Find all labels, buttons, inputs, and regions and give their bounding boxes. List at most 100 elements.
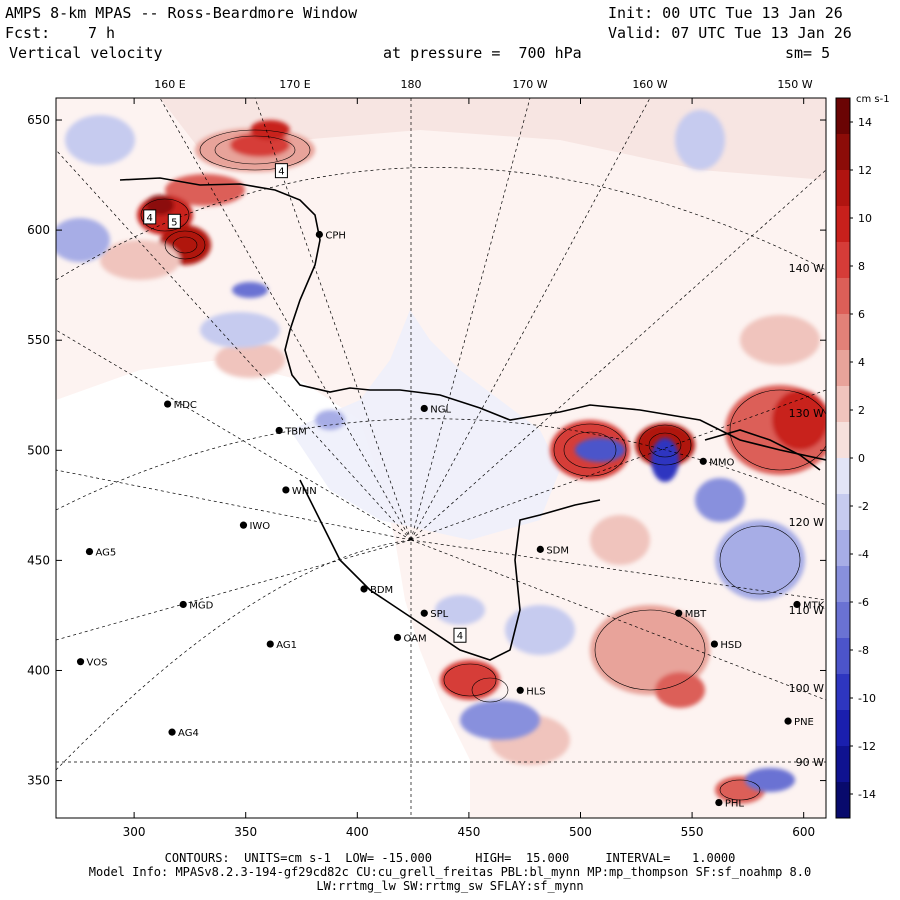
- colorbar-segment: [836, 314, 850, 350]
- x-tick-label: 500: [569, 825, 592, 839]
- station-label: SDM: [546, 545, 569, 556]
- colorbar-label: -8: [858, 644, 869, 657]
- lon-label-right: 90 W: [796, 756, 824, 769]
- x-tick-label: 350: [234, 825, 257, 839]
- lon-label-right: 100 W: [789, 682, 824, 695]
- init-time: Init: 00 UTC Tue 13 Jan 26: [608, 4, 843, 22]
- lon-label-top: 160 W: [632, 78, 667, 91]
- station-marker: [420, 609, 428, 617]
- lon-label-top: 170 W: [512, 78, 547, 91]
- lon-label-right: 110 W: [789, 604, 824, 617]
- colorbar-segment: [836, 566, 850, 602]
- ocean-tint-north: [160, 98, 826, 180]
- station-label: OAM: [403, 633, 426, 644]
- lon-label-top: 180: [401, 78, 422, 91]
- colorbar-segment: [836, 782, 850, 818]
- lon-label-top: 160 E: [154, 78, 185, 91]
- colorbar-segment: [836, 638, 850, 674]
- contour-lines: [140, 129, 826, 801]
- colorbar-label: 8: [858, 260, 865, 273]
- station-label: NGL: [430, 404, 451, 415]
- station-marker: [179, 600, 187, 609]
- pressure-level: at pressure = 700 hPa: [383, 44, 582, 62]
- station-label: WHN: [292, 486, 317, 497]
- colorbar-label: -4: [858, 548, 869, 561]
- lon-label-right: 120 W: [789, 516, 824, 529]
- colorbar-segment: [836, 602, 850, 638]
- y-tick-label: 500: [27, 443, 50, 457]
- station-marker: [710, 640, 719, 648]
- y-tick-label: 350: [27, 774, 50, 788]
- colorbar-label: -6: [858, 596, 869, 609]
- station-marker: [793, 600, 801, 609]
- fcst-label: Fcst:: [5, 24, 51, 42]
- colorbar-segment: [836, 242, 850, 278]
- station-marker: [282, 486, 290, 494]
- y-tick-label: 600: [27, 223, 50, 237]
- colorbar-segment: [836, 278, 850, 314]
- station-label: MGD: [189, 600, 213, 611]
- colorbar-segment: [836, 350, 850, 386]
- max-marker-label: 4: [457, 631, 463, 642]
- station-label: MDC: [174, 400, 197, 411]
- colorbar-label: 0: [858, 452, 865, 465]
- station-label: AG1: [276, 640, 297, 651]
- station-label: MTK: [803, 600, 825, 611]
- colorbar-label: 12: [858, 164, 872, 177]
- station-marker: [163, 400, 172, 408]
- station-marker: [675, 609, 683, 617]
- colorbar-segment: [836, 458, 850, 494]
- colorbar-segment: [836, 98, 850, 134]
- station-marker: [275, 426, 283, 435]
- field-layer: CPH MDC NGL TBM WHN IWO AG5 SDM BDM MGD SPL MTK MBT O…: [56, 98, 826, 818]
- valid-time: Valid: 07 UTC Tue 13 Jan 26: [608, 24, 852, 42]
- max-marker-box: [453, 627, 467, 643]
- model-info-2: LW:rrtmg_lw SW:rrtmg_sw SFLAY:sf_mynn: [316, 879, 584, 893]
- map-title: AMPS 8-km MPAS -- Ross-Beardmore Window: [5, 4, 358, 22]
- lon-label-right: 130 W: [789, 407, 824, 420]
- station-layer: CPH MDC NGL TBM WHN IWO AG5 SDM BDM MGD SPL MTK MBT O…: [76, 230, 825, 810]
- y-axis: 350 400 450 500 550 600 650: [27, 113, 826, 788]
- station-marker: [699, 457, 707, 465]
- station-marker: [76, 658, 85, 666]
- station-marker: [315, 230, 323, 239]
- station-marker: [536, 545, 544, 553]
- colorbar-segment: [836, 674, 850, 710]
- max-marker-label: 5: [171, 217, 177, 228]
- station-label: PHL: [725, 799, 745, 810]
- model-info: Model Info: MPASv8.2.3-194-gf29cd82c CU:…: [88, 865, 812, 879]
- max-marker-label: 4: [278, 167, 284, 178]
- colorbar-segment: [836, 422, 850, 458]
- station-marker: [85, 547, 94, 556]
- station-label: CPH: [325, 231, 346, 242]
- coastline: [119, 177, 826, 661]
- station-label: PNE: [794, 717, 814, 728]
- station-marker: [516, 686, 524, 694]
- max-marker-box: [167, 213, 181, 229]
- station-label: MMO: [709, 457, 734, 468]
- x-tick-label: 400: [346, 825, 369, 839]
- station-label: AG4: [178, 728, 199, 739]
- colorbar: 14 12 10 8 6 4 2 0 -2 -4 -6 -8 -10 -12 -14: [835, 97, 876, 819]
- longitude-labels-right: 140 W 130 W 120 W 110 W 100 W 90 W: [789, 262, 824, 769]
- station-label: VOS: [87, 658, 108, 669]
- x-tick-label: 550: [681, 825, 704, 839]
- max-marker-box: [143, 209, 157, 225]
- lon-label-right: 140 W: [789, 262, 824, 275]
- y-tick-label: 400: [27, 663, 50, 677]
- colorbar-label: -12: [858, 740, 876, 753]
- x-axis: 300 350 400 450 500 550 600: [123, 98, 815, 839]
- plot-frame: [55, 97, 827, 819]
- station-label: MBT: [685, 609, 707, 620]
- station-marker: [239, 521, 248, 529]
- colorbar-label: 2: [858, 404, 865, 417]
- max-marker-label: 4: [147, 213, 153, 224]
- x-tick-label: 300: [123, 825, 146, 839]
- colorbar-label: 6: [858, 308, 865, 321]
- colorbar-label: 4: [858, 356, 865, 369]
- colorbar-segment: [836, 710, 850, 746]
- x-tick-label: 450: [457, 825, 480, 839]
- colorbar-units: cm s-1: [856, 94, 890, 105]
- negative-anomalies: [56, 110, 805, 792]
